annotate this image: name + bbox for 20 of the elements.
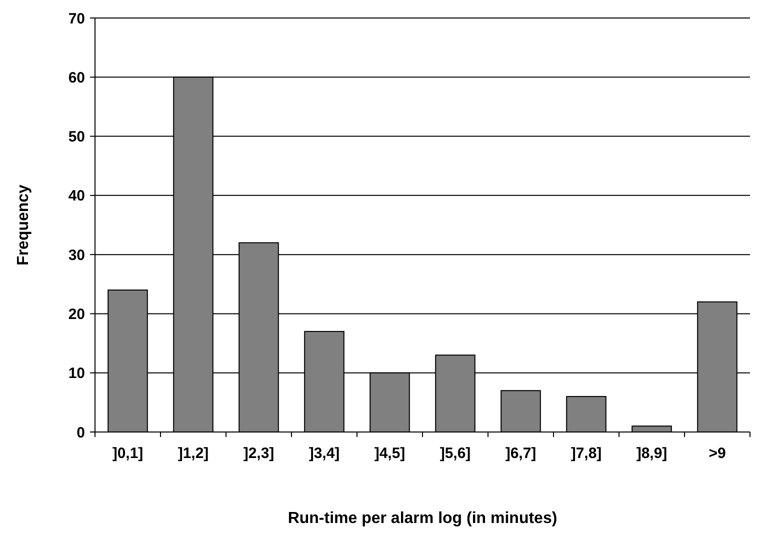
y-tick-label: 30 [68, 246, 85, 264]
x-tick-label: ]3,4] [308, 445, 340, 462]
y-tick-label: 0 [76, 424, 85, 442]
x-tick-label: ]6,7] [505, 445, 536, 462]
x-tick-label: >9 [708, 445, 726, 462]
x-tick-label: ]8,9] [636, 445, 668, 462]
x-tick-label: ]5,6] [440, 445, 471, 462]
y-tick-label: 10 [68, 365, 85, 382]
x-tick-label: ]2,3] [243, 445, 274, 462]
y-tick-label: 50 [68, 128, 85, 146]
x-tick-label: ]1,2] [178, 445, 209, 462]
x-tick-label: ]7,8] [570, 445, 602, 462]
y-tick-label: 20 [68, 306, 85, 323]
y-tick-label: 60 [68, 69, 85, 86]
x-axis-title: Run-time per alarm log (in minutes) [288, 510, 558, 527]
y-tick-label: 40 [68, 188, 85, 205]
x-tick-label: ]0,1] [112, 445, 144, 462]
y-axis-title: Frequency [15, 184, 32, 266]
x-tick-label: ]4,5] [374, 445, 406, 462]
y-tick-label: 70 [68, 10, 85, 28]
